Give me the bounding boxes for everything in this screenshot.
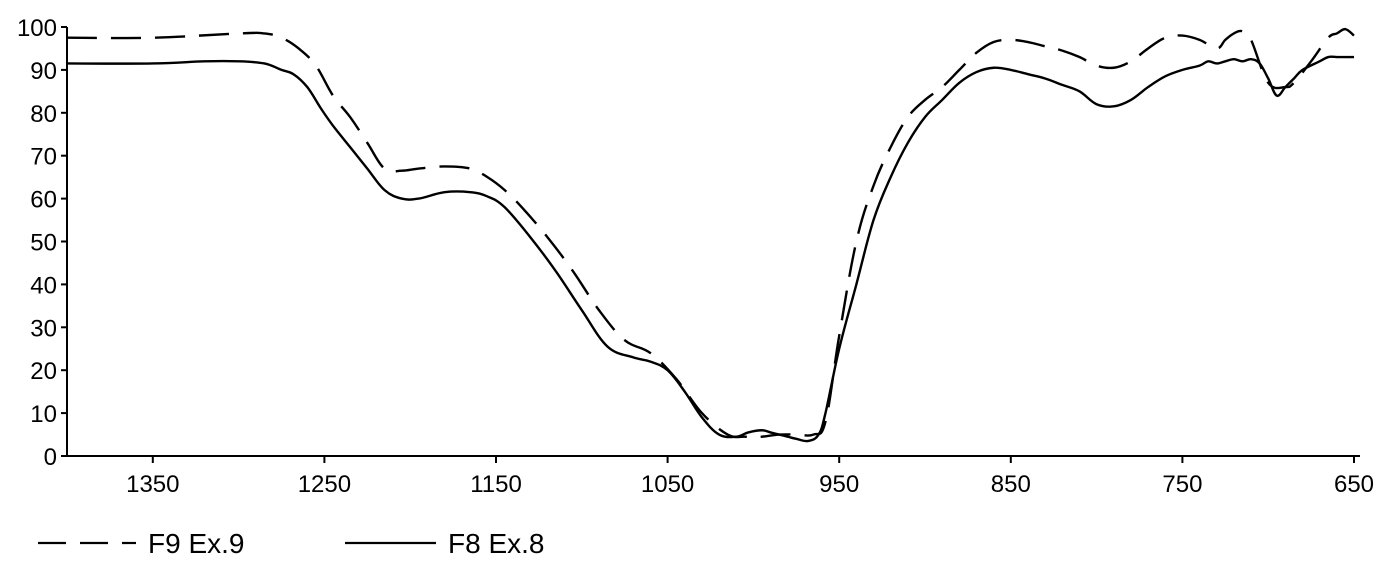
legend-label-f9: F9 Ex.9 bbox=[148, 528, 244, 559]
legend-item-f9: F9 Ex.9 bbox=[38, 528, 244, 559]
x-tick-label: 850 bbox=[991, 471, 1031, 498]
y-tick-label: 70 bbox=[30, 144, 57, 171]
series-line-f8-ex8 bbox=[66, 55, 1354, 443]
y-tick-label: 10 bbox=[30, 401, 57, 428]
legend-label-f8: F8 Ex.8 bbox=[448, 528, 544, 559]
x-tick-label: 1250 bbox=[298, 471, 351, 498]
y-axis-ticks: 0 10 20 30 40 50 60 70 80 90 100 bbox=[17, 15, 67, 471]
y-tick-label: 90 bbox=[30, 58, 57, 85]
y-tick-label: 0 bbox=[44, 444, 57, 471]
series-line-f9-ex9 bbox=[66, 27, 1355, 439]
x-tick-label: 1350 bbox=[126, 471, 179, 498]
x-tick-label: 650 bbox=[1334, 471, 1374, 498]
chart-axes bbox=[66, 27, 1360, 457]
y-tick-label: 80 bbox=[30, 101, 57, 128]
x-tick-label: 950 bbox=[819, 471, 859, 498]
y-tick-label: 100 bbox=[17, 15, 57, 42]
x-tick-label: 1150 bbox=[470, 471, 522, 498]
legend-item-f8: F8 Ex.8 bbox=[345, 528, 544, 559]
y-tick-label: 60 bbox=[30, 187, 57, 214]
x-tick-label: 750 bbox=[1162, 471, 1202, 498]
x-tick-label: 1050 bbox=[641, 471, 694, 498]
x-axis-ticks: 1350 1250 1150 1050 950 850 750 650 bbox=[126, 456, 1374, 498]
y-tick-label: 50 bbox=[30, 230, 57, 257]
y-tick-label: 40 bbox=[30, 272, 57, 299]
y-tick-label: 30 bbox=[30, 315, 57, 342]
y-tick-label: 20 bbox=[30, 358, 57, 385]
legend: F9 Ex.9 F8 Ex.8 bbox=[38, 528, 544, 559]
series-layer bbox=[66, 27, 1355, 443]
